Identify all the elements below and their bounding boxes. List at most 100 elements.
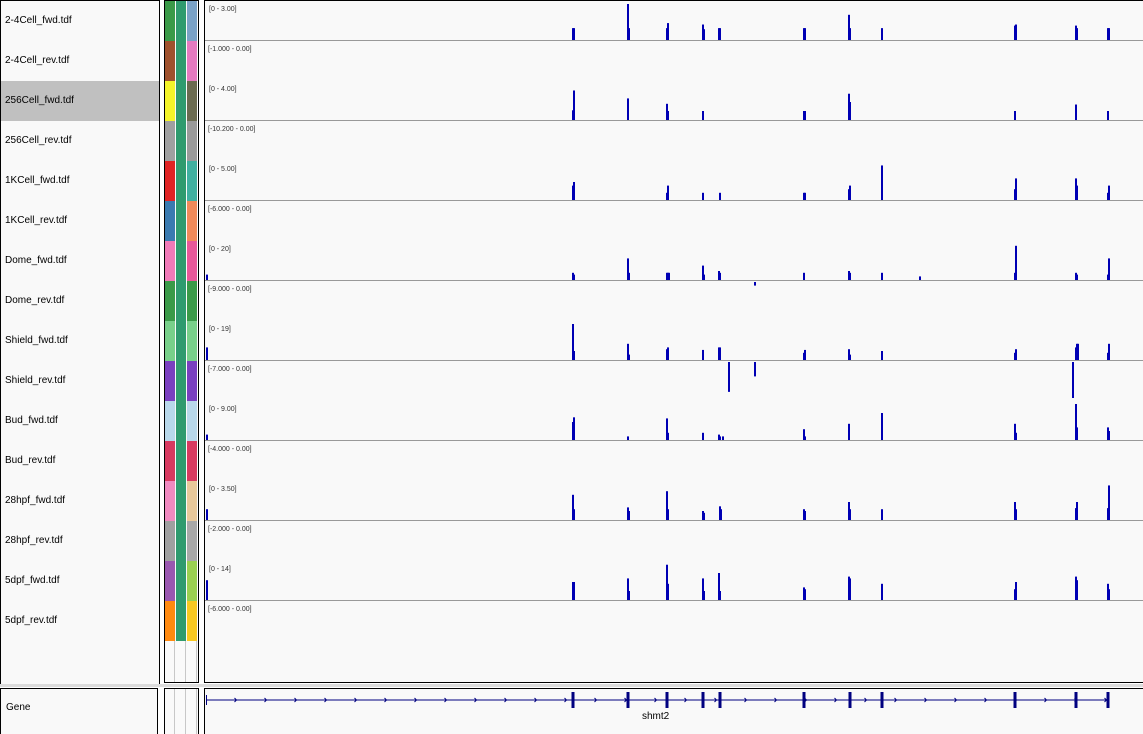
coverage-bar bbox=[881, 165, 883, 200]
attribute-cell[interactable] bbox=[187, 281, 197, 321]
gene-name-label[interactable]: shmt2 bbox=[642, 711, 670, 722]
track-name-6[interactable]: Dome_fwd.tdf bbox=[5, 255, 67, 266]
gene-track-label[interactable]: Gene bbox=[6, 702, 31, 713]
attribute-cell[interactable] bbox=[165, 161, 175, 201]
track-name-15[interactable]: 5dpf_rev.tdf bbox=[5, 615, 58, 626]
attribute-cell[interactable] bbox=[176, 201, 186, 241]
track-name-1[interactable]: 2-4Cell_rev.tdf bbox=[5, 55, 70, 66]
attribute-cell[interactable] bbox=[165, 481, 175, 521]
gene-exon[interactable] bbox=[701, 692, 705, 708]
gene-exon[interactable] bbox=[1013, 692, 1017, 708]
attribute-cell[interactable] bbox=[187, 1, 197, 41]
attribute-cell[interactable] bbox=[165, 521, 175, 561]
gene-exon[interactable] bbox=[880, 692, 884, 708]
attribute-cell[interactable] bbox=[176, 481, 186, 521]
attribute-cell[interactable] bbox=[176, 1, 186, 41]
attribute-cell[interactable] bbox=[176, 601, 186, 641]
attribute-cell[interactable] bbox=[165, 361, 175, 401]
attribute-cell[interactable] bbox=[187, 321, 197, 361]
attribute-column-3[interactable] bbox=[187, 1, 197, 682]
gene-exon[interactable] bbox=[206, 695, 207, 705]
track-name-8[interactable]: Shield_fwd.tdf bbox=[5, 335, 68, 346]
gene-exon[interactable] bbox=[848, 692, 852, 708]
attribute-cell[interactable] bbox=[165, 321, 175, 361]
track-name-0[interactable]: 2-4Cell_fwd.tdf bbox=[5, 15, 72, 26]
attribute-cell[interactable] bbox=[176, 321, 186, 361]
gene-exon[interactable] bbox=[571, 692, 575, 708]
coverage-bar bbox=[881, 351, 883, 360]
panel-divider[interactable] bbox=[0, 684, 1143, 687]
gene-exon[interactable] bbox=[1106, 692, 1110, 708]
attribute-cell[interactable] bbox=[165, 201, 175, 241]
track-name-13[interactable]: 28hpf_rev.tdf bbox=[5, 535, 63, 546]
track-name-7[interactable]: Dome_rev.tdf bbox=[5, 295, 65, 306]
attribute-cell[interactable] bbox=[176, 241, 186, 281]
coverage-bar bbox=[1076, 274, 1078, 280]
attribute-cell[interactable] bbox=[187, 241, 197, 281]
attribute-column-1[interactable] bbox=[165, 1, 175, 682]
gene-exon[interactable] bbox=[1074, 692, 1078, 708]
attribute-cell[interactable] bbox=[187, 201, 197, 241]
attribute-cell[interactable] bbox=[187, 561, 197, 601]
gene-exon[interactable] bbox=[802, 692, 806, 708]
attribute-cell[interactable] bbox=[165, 241, 175, 281]
track-name-3[interactable]: 256Cell_rev.tdf bbox=[5, 135, 72, 146]
strand-arrow bbox=[414, 697, 418, 703]
coverage-bar bbox=[803, 272, 805, 280]
attribute-cell[interactable] bbox=[176, 361, 186, 401]
coverage-bar bbox=[1108, 485, 1110, 520]
data-panel[interactable]: [0 - 3.00] [-1.000 - 0.00] [0 - 4.00] [-10.… bbox=[204, 0, 1143, 683]
attribute-cell[interactable] bbox=[176, 281, 186, 321]
attribute-cell[interactable] bbox=[176, 121, 186, 161]
track-name-12[interactable]: 28hpf_fwd.tdf bbox=[5, 495, 66, 506]
track-name-11[interactable]: Bud_rev.tdf bbox=[5, 455, 56, 466]
coverage-bar bbox=[849, 185, 851, 200]
attribute-cell[interactable] bbox=[187, 441, 197, 481]
coverage-bar bbox=[719, 591, 721, 600]
attribute-cell[interactable] bbox=[176, 41, 186, 81]
attribute-cell[interactable] bbox=[187, 361, 197, 401]
attribute-cell[interactable] bbox=[165, 401, 175, 441]
attribute-cell[interactable] bbox=[176, 561, 186, 601]
gene-exon[interactable] bbox=[626, 692, 630, 708]
attribute-cell[interactable] bbox=[165, 121, 175, 161]
coverage-bar bbox=[719, 272, 721, 280]
attribute-cell[interactable] bbox=[165, 281, 175, 321]
track-name-14[interactable]: 5dpf_fwd.tdf bbox=[5, 575, 60, 586]
attribute-cell[interactable] bbox=[187, 401, 197, 441]
track-name-2[interactable]: 256Cell_fwd.tdf bbox=[1, 81, 159, 121]
attribute-cell[interactable] bbox=[187, 161, 197, 201]
coverage-bar bbox=[881, 413, 883, 440]
attribute-cell[interactable] bbox=[165, 41, 175, 81]
coverage-bar bbox=[1108, 185, 1110, 200]
attribute-cell[interactable] bbox=[165, 441, 175, 481]
attribute-cell[interactable] bbox=[187, 481, 197, 521]
gene-exon[interactable] bbox=[718, 692, 722, 708]
attribute-cell[interactable] bbox=[176, 441, 186, 481]
attribute-cell[interactable] bbox=[187, 601, 197, 641]
attribute-column-2[interactable] bbox=[176, 1, 186, 682]
coverage-bar bbox=[881, 272, 883, 280]
gene-exon[interactable] bbox=[665, 692, 669, 708]
track-name-4[interactable]: 1KCell_fwd.tdf bbox=[5, 175, 70, 186]
attribute-cell[interactable] bbox=[187, 521, 197, 561]
coverage-bar bbox=[804, 436, 806, 440]
coverage-bar bbox=[848, 423, 850, 440]
attribute-cell[interactable] bbox=[187, 41, 197, 81]
gene-track-panel[interactable]: shmt2 bbox=[204, 688, 1143, 734]
track-name-5[interactable]: 1KCell_rev.tdf bbox=[5, 215, 68, 226]
attribute-cell[interactable] bbox=[165, 81, 175, 121]
track-name-9[interactable]: Shield_rev.tdf bbox=[5, 375, 66, 386]
coverage-bar bbox=[573, 582, 575, 600]
attribute-cell[interactable] bbox=[165, 561, 175, 601]
attribute-cell[interactable] bbox=[176, 161, 186, 201]
attribute-cell[interactable] bbox=[176, 81, 186, 121]
attribute-cell[interactable] bbox=[176, 521, 186, 561]
track-name-10[interactable]: Bud_fwd.tdf bbox=[5, 415, 58, 426]
strand-arrow bbox=[594, 697, 598, 703]
attribute-cell[interactable] bbox=[165, 601, 175, 641]
attribute-cell[interactable] bbox=[165, 1, 175, 41]
attribute-cell[interactable] bbox=[187, 121, 197, 161]
attribute-cell[interactable] bbox=[187, 81, 197, 121]
attribute-cell[interactable] bbox=[176, 401, 186, 441]
